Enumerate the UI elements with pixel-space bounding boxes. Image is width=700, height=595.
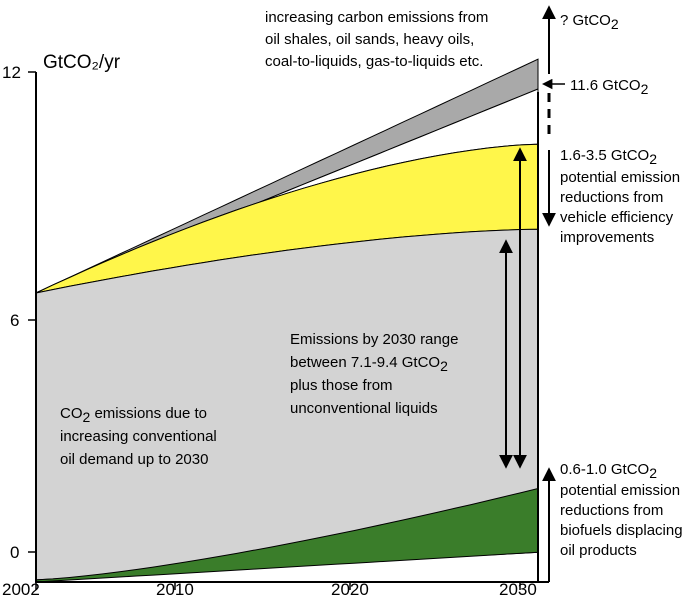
efficiency-note-4: improvements <box>560 229 654 246</box>
range-note-4: unconventional liquids <box>290 400 438 417</box>
unconventional-note-1: increasing carbon emissions from <box>265 9 488 26</box>
conventional-note-3: oil demand up to 2030 <box>60 451 208 468</box>
efficiency-note-3: vehicle efficiency <box>560 209 674 226</box>
biofuel-note-4: oil products <box>560 542 637 559</box>
total-value: 11.6 GtCO2 <box>570 77 649 97</box>
unknown-value: ? GtCO2 <box>560 12 619 32</box>
range-note-3: plus those from <box>290 377 393 394</box>
biofuel-note-3: biofuels displacing <box>560 522 683 539</box>
biofuel-note-1: potential emission <box>560 482 680 499</box>
range-note-2: between 7.1-9.4 GtCO2 <box>290 354 448 374</box>
biofuel-value: 0.6-1.0 GtCO2 <box>560 461 657 481</box>
y-tick-label-0: 0 <box>10 543 19 562</box>
x-tick-label-2020: 2020 <box>331 580 369 595</box>
x-tick-label-2010: 2010 <box>156 580 194 595</box>
range-note-1: Emissions by 2030 range <box>290 331 458 348</box>
efficiency-note-2: reductions from <box>560 189 663 206</box>
conventional-note-2: increasing conventional <box>60 428 217 445</box>
efficiency-value: 1.6-3.5 GtCO2 <box>560 147 657 167</box>
biofuel-note-2: reductions from <box>560 502 663 519</box>
x-tick-label-2030: 2030 <box>499 580 537 595</box>
conventional-note-1: CO2 emissions due to <box>60 405 207 425</box>
x-tick-label-2002: 2002 <box>2 580 40 595</box>
y-tick-label-6: 6 <box>10 311 19 330</box>
unconventional-note-3: coal-to-liquids, gas-to-liquids etc. <box>265 53 483 70</box>
y-axis-unit: GtCO₂/yr <box>43 52 121 73</box>
unconventional-note-2: oil shales, oil sands, heavy oils, <box>265 31 474 48</box>
y-tick-label-12: 12 <box>2 63 21 82</box>
efficiency-note-1: potential emission <box>560 169 680 186</box>
